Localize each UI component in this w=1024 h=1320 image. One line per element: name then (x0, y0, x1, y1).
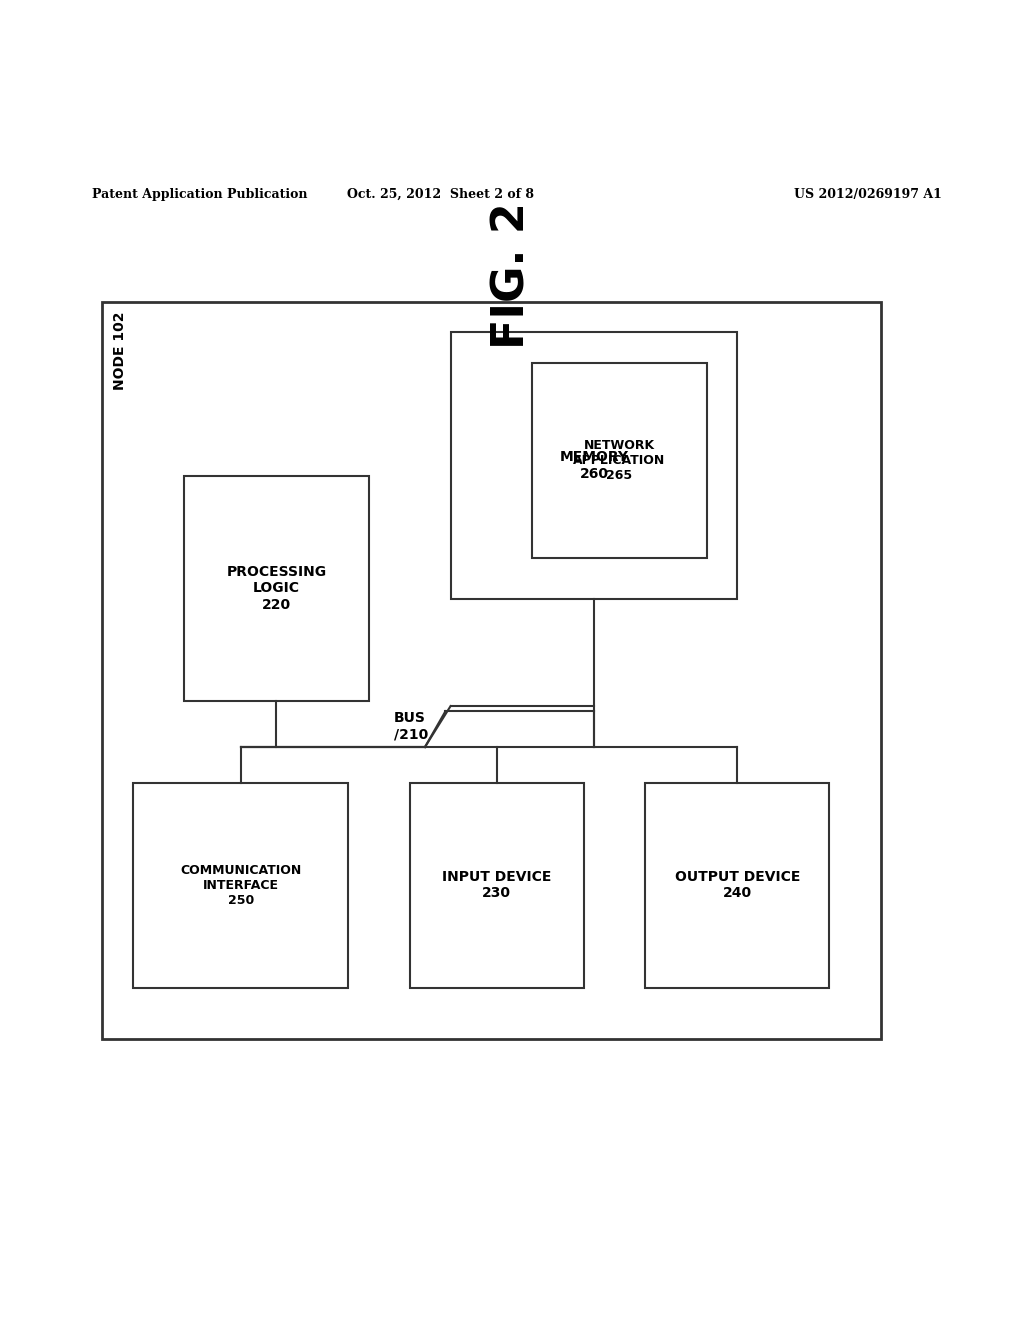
Text: FIG. 2: FIG. 2 (490, 202, 534, 350)
FancyBboxPatch shape (184, 475, 369, 701)
FancyBboxPatch shape (133, 783, 348, 987)
Text: BUS
/210: BUS /210 (394, 711, 428, 742)
Text: Oct. 25, 2012  Sheet 2 of 8: Oct. 25, 2012 Sheet 2 of 8 (347, 187, 534, 201)
Text: MEMORY
260: MEMORY 260 (559, 450, 629, 480)
FancyBboxPatch shape (102, 301, 881, 1039)
FancyBboxPatch shape (532, 363, 707, 557)
FancyBboxPatch shape (410, 783, 584, 987)
Text: COMMUNICATION
INTERFACE
250: COMMUNICATION INTERFACE 250 (180, 863, 301, 907)
FancyBboxPatch shape (645, 783, 829, 987)
Text: US 2012/0269197 A1: US 2012/0269197 A1 (795, 187, 942, 201)
Text: OUTPUT DEVICE
240: OUTPUT DEVICE 240 (675, 870, 800, 900)
Text: PROCESSING
LOGIC
220: PROCESSING LOGIC 220 (226, 565, 327, 611)
Text: NODE 102: NODE 102 (113, 312, 127, 391)
FancyBboxPatch shape (451, 333, 737, 598)
Text: NETWORK
APPLICATION
265: NETWORK APPLICATION 265 (573, 438, 666, 482)
Text: Patent Application Publication: Patent Application Publication (92, 187, 307, 201)
Text: INPUT DEVICE
230: INPUT DEVICE 230 (442, 870, 551, 900)
